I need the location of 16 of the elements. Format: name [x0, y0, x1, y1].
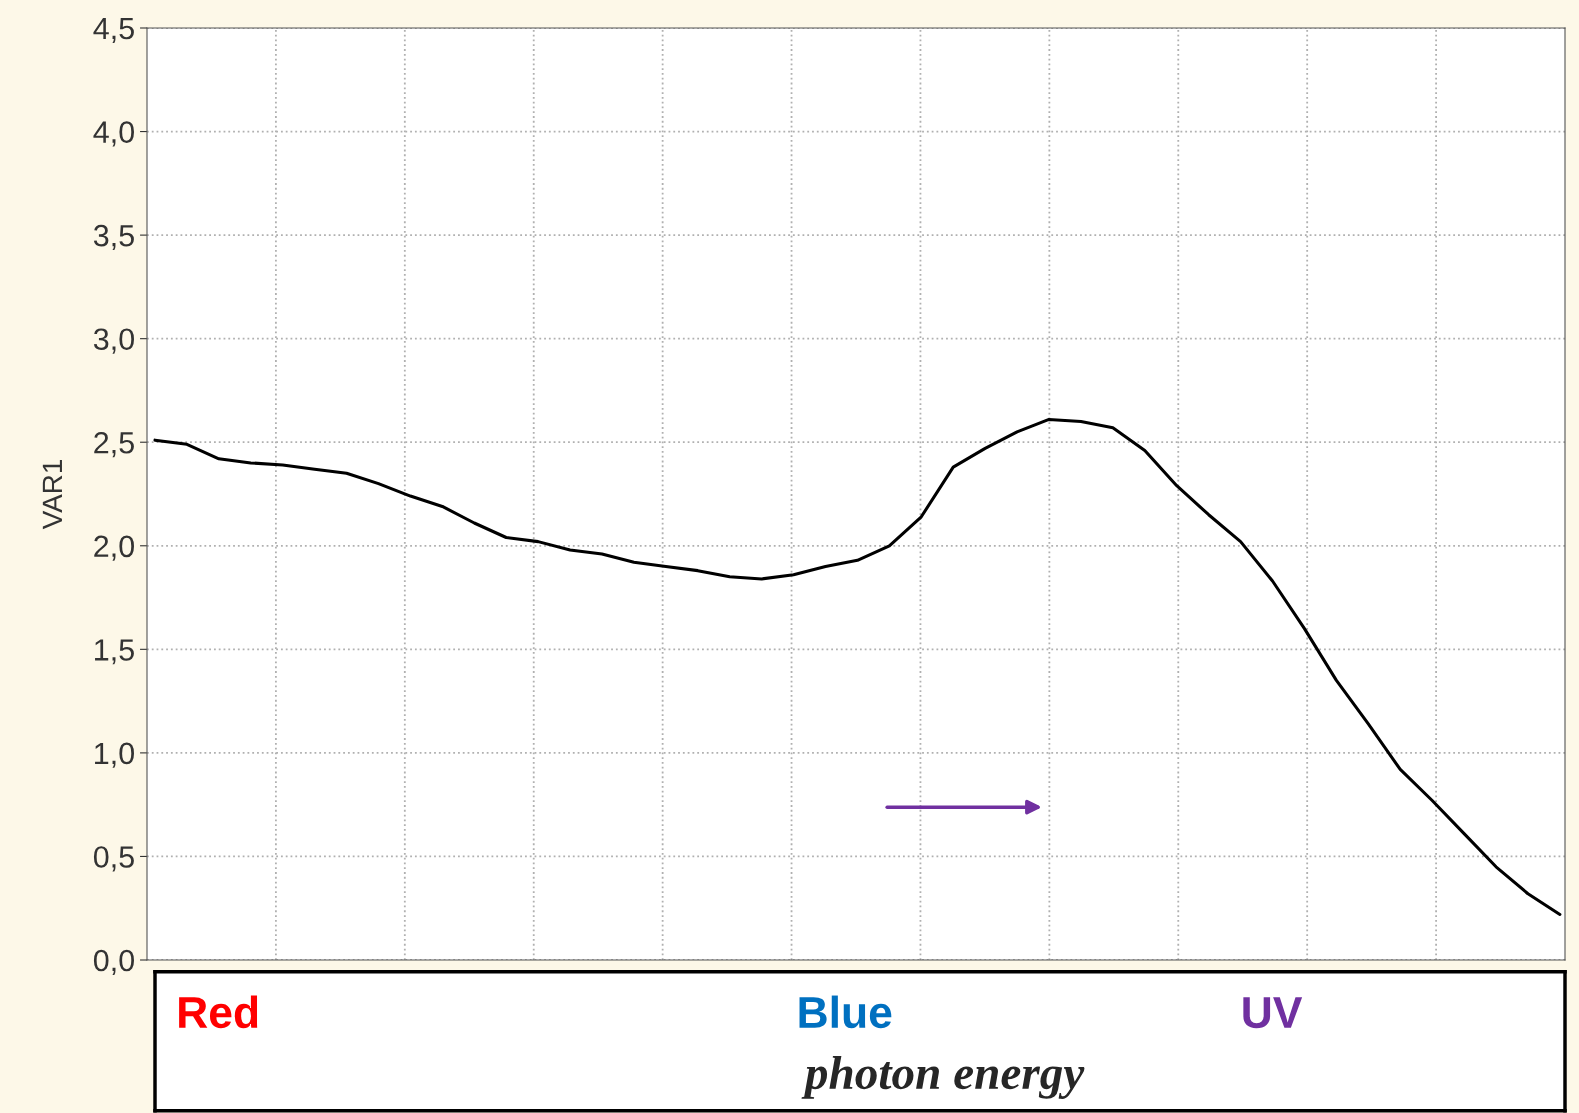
y-tick-label: 4,5 [93, 18, 134, 43]
y-axis-title: VAR1 [42, 460, 62, 530]
y-tick-label: 3,0 [93, 328, 134, 354]
y-tick-label: 2,5 [94, 431, 134, 458]
text: UV [1243, 997, 1303, 1029]
y-tick-label: 3,5 [93, 224, 134, 251]
text: Red [179, 995, 258, 1029]
x-axis-title: photon energy [801, 1055, 1085, 1099]
line-series [153, 417, 1562, 916]
y-tick-label: 1,0 [95, 742, 134, 768]
y-tick-label: 1,5 [95, 639, 134, 665]
y-tick-label: 2,0 [94, 535, 134, 561]
y-tick-label: 0,0 [93, 949, 134, 975]
y-tick-label: 0,5 [93, 846, 134, 872]
y-tick-label: 4,0 [93, 121, 134, 147]
text: Blue [799, 995, 892, 1029]
